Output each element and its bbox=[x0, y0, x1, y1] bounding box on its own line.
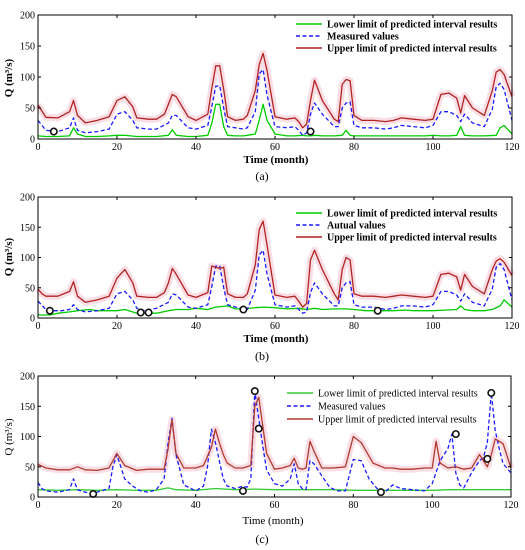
ytick-label-a-3: 150 bbox=[20, 42, 35, 53]
xtick-label-a-5: 100 bbox=[426, 142, 441, 153]
caption-c: (c) bbox=[255, 532, 268, 546]
panel-c: Q (m³/s) Time (month) (c) bbox=[3, 418, 304, 546]
ytick-label-a-1: 50 bbox=[25, 104, 35, 115]
legend-label-a-0: Lower limit of predicted interval result… bbox=[327, 20, 497, 31]
series-line-b-0 bbox=[38, 299, 513, 316]
series-line-c-0 bbox=[37, 487, 511, 491]
legend-c: Lower limit of predicted interval result… bbox=[287, 389, 478, 426]
axes-box-a bbox=[37, 14, 513, 140]
xtick-label-b-1: 20 bbox=[112, 321, 122, 332]
xtick-label-c-4: 80 bbox=[348, 500, 358, 511]
ytick-label-b-1: 50 bbox=[25, 283, 35, 294]
ylabel-c: Q (m³/s) bbox=[3, 418, 15, 456]
legend-a: Lower limit of predicted interval result… bbox=[296, 20, 497, 55]
marker-c-2 bbox=[250, 387, 259, 396]
xtick-label-c-0: 0 bbox=[36, 500, 41, 511]
xtick-label-c-3: 60 bbox=[270, 500, 280, 511]
legend-label-a-2: Upper limit of predicted interval result… bbox=[327, 44, 497, 55]
marker-c-3 bbox=[254, 424, 263, 433]
ytick-label-c-3: 150 bbox=[20, 402, 35, 413]
ytick-label-b-3: 150 bbox=[20, 223, 35, 234]
panel-a: Q (m³/s) Time (month) (a) bbox=[3, 58, 309, 183]
marker-c-0 bbox=[89, 489, 98, 498]
ytick-label-c-2: 100 bbox=[20, 432, 35, 443]
xtick-label-a-0: 0 bbox=[36, 142, 41, 153]
ytick-label-c-4: 200 bbox=[20, 372, 35, 383]
marker-b-4 bbox=[373, 306, 382, 315]
xlabel-c: Time (month) bbox=[242, 515, 303, 527]
legend-label-c-1: Measured values bbox=[318, 402, 386, 413]
marker-a-0 bbox=[49, 127, 58, 136]
xlabel-a: Time (month) bbox=[244, 154, 309, 166]
legend-label-b-2: Upper limit of predicted interval result… bbox=[327, 233, 497, 244]
xtick-label-a-2: 40 bbox=[191, 142, 201, 153]
xtick-label-b-2: 40 bbox=[191, 321, 201, 332]
ytick-label-b-0: 0 bbox=[30, 314, 35, 325]
xtick-label-c-2: 40 bbox=[191, 500, 201, 511]
ytick-label-a-4: 200 bbox=[20, 11, 35, 22]
legend-label-c-0: Lower limit of predicted interval result… bbox=[318, 389, 478, 400]
series-line-a-1 bbox=[37, 68, 513, 136]
marker-c-7 bbox=[487, 388, 496, 397]
marker-c-6 bbox=[483, 454, 492, 463]
marker-b-0 bbox=[45, 306, 54, 315]
series-line-b-1 bbox=[37, 249, 513, 314]
marker-b-3 bbox=[239, 305, 248, 314]
xtick-label-b-3: 60 bbox=[270, 321, 280, 332]
legend-label-b-0: Lower limit of predicted interval result… bbox=[327, 209, 497, 220]
ylabel-b: Q (m³/s) bbox=[3, 237, 15, 276]
xtick-label-c-6: 120 bbox=[504, 500, 519, 511]
series-line-c-2 bbox=[37, 396, 512, 472]
xtick-label-c-5: 100 bbox=[425, 500, 440, 511]
caption-a: (a) bbox=[255, 169, 268, 183]
ylabel-a: Q (m³/s) bbox=[3, 58, 15, 97]
ytick-label-b-2: 100 bbox=[20, 253, 35, 264]
series-line-b-2 bbox=[37, 220, 513, 308]
marker-b-1 bbox=[136, 308, 145, 317]
xtick-label-a-6: 120 bbox=[505, 142, 520, 153]
plot-area-a: 0 20 40 60 80 100 120 0 50 100 150 200 Lower limit o… bbox=[20, 11, 520, 154]
panel-b: Q (m³/s) Time (month) (b) bbox=[3, 237, 309, 363]
xtick-label-c-1: 20 bbox=[112, 500, 122, 511]
xtick-label-a-3: 60 bbox=[270, 142, 280, 153]
caption-b: (b) bbox=[255, 349, 269, 363]
xtick-label-b-0: 0 bbox=[36, 321, 41, 332]
ytick-label-a-0: 0 bbox=[30, 135, 35, 146]
legend-b: Lower limit of predicted interval result… bbox=[296, 209, 497, 244]
marker-c-5 bbox=[451, 430, 460, 439]
marker-b-2 bbox=[144, 308, 153, 317]
xtick-label-b-4: 80 bbox=[349, 321, 359, 332]
series-line-a-0 bbox=[37, 103, 513, 138]
xtick-label-a-1: 20 bbox=[112, 142, 122, 153]
xtick-label-a-4: 80 bbox=[349, 142, 359, 153]
legend-label-a-1: Measured values bbox=[327, 32, 399, 43]
plot-area-b: 0 20 40 60 80 100 120 0 50 100 150 200 Lower limit o… bbox=[20, 193, 520, 333]
series-line-a-2 bbox=[37, 52, 513, 129]
ytick-label-b-4: 200 bbox=[20, 193, 35, 204]
xlabel-b: Time (month) bbox=[244, 333, 309, 345]
marker-a-1 bbox=[306, 127, 315, 136]
ytick-label-c-1: 50 bbox=[25, 462, 35, 473]
series-line-c-1 bbox=[37, 390, 512, 495]
marker-c-1 bbox=[238, 486, 247, 495]
xtick-label-b-6: 120 bbox=[505, 321, 520, 332]
legend-label-c-2: Upper limit of predicted interval result… bbox=[318, 415, 477, 426]
xtick-label-b-5: 100 bbox=[426, 321, 441, 332]
legend-label-b-1: Autual values bbox=[327, 221, 386, 232]
plot-area-c: 0 20 40 60 80 100 120 0 50 100 150 200 Lower limit o… bbox=[20, 372, 519, 512]
ytick-label-c-0: 0 bbox=[30, 493, 35, 504]
ytick-label-a-2: 100 bbox=[20, 73, 35, 84]
marker-c-4 bbox=[376, 488, 385, 497]
